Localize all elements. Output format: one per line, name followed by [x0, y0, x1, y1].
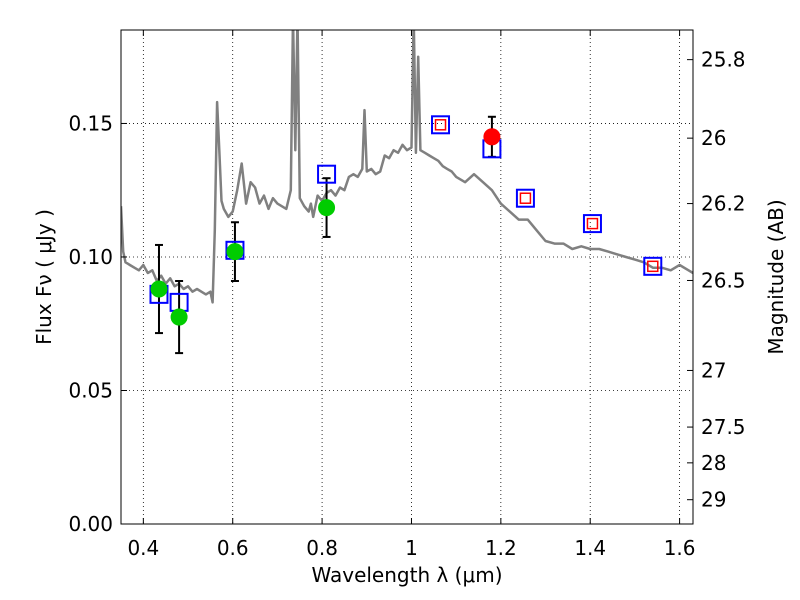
y-right-tick-label: 29 — [701, 488, 726, 512]
x-tick-label: 0.4 — [127, 536, 159, 560]
data-point-green — [226, 243, 244, 261]
model-square-blue — [582, 214, 602, 234]
marker-series — [149, 115, 663, 355]
model-square-red — [586, 217, 599, 230]
model-square-blue — [431, 115, 451, 135]
x-tick-label: 1.2 — [485, 536, 517, 560]
plot-frame — [120, 29, 694, 525]
x-tick-label: 0.8 — [306, 536, 338, 560]
y-right-tick-label: 25.8 — [701, 48, 746, 72]
x-axis-label: Wavelength λ (μm) — [311, 563, 502, 587]
spectrum-line — [121, 30, 693, 304]
x-tick-label: 1.6 — [664, 536, 696, 560]
data-point-red — [483, 128, 501, 146]
y-axis-right-label: Magnitude (AB) — [764, 199, 788, 354]
data-point-green — [150, 280, 168, 298]
data-point-green — [170, 308, 188, 326]
y-tick-label: 0.05 — [68, 378, 113, 402]
spectrum-series — [121, 30, 693, 304]
y-right-tick-label: 28 — [701, 451, 726, 475]
model-square-red — [519, 192, 532, 204]
y-tick-label: 0.15 — [68, 111, 113, 135]
model-square-blue — [643, 256, 663, 276]
grid — [121, 30, 693, 524]
x-tick-label: 1 — [405, 536, 418, 560]
x-tick-label: 1.4 — [574, 536, 606, 560]
x-tick-label: 0.6 — [217, 536, 249, 560]
model-square-red — [434, 119, 447, 131]
y-axis-label: Flux Fν ( μJy ) — [32, 209, 56, 345]
model-square-blue — [317, 164, 337, 184]
y-right-tick-label: 27 — [701, 358, 726, 382]
model-square-blue — [515, 188, 535, 208]
model-square-red — [647, 260, 659, 273]
y-right-tick-label: 27.5 — [701, 415, 746, 439]
data-point-green — [318, 199, 336, 217]
y-right-tick-label: 26.5 — [701, 268, 746, 292]
y-right-tick-label: 26 — [701, 126, 726, 150]
y-tick-label: 0.00 — [68, 512, 113, 536]
y-tick-label: 0.10 — [68, 245, 113, 269]
axis-ticks: 0.4 0.6 0.8 1 1.2 1.4 1.6 0.00 0.05 0.10 0.15 25.8 2… — [68, 30, 746, 560]
y-right-tick-label: 26.2 — [701, 192, 746, 216]
